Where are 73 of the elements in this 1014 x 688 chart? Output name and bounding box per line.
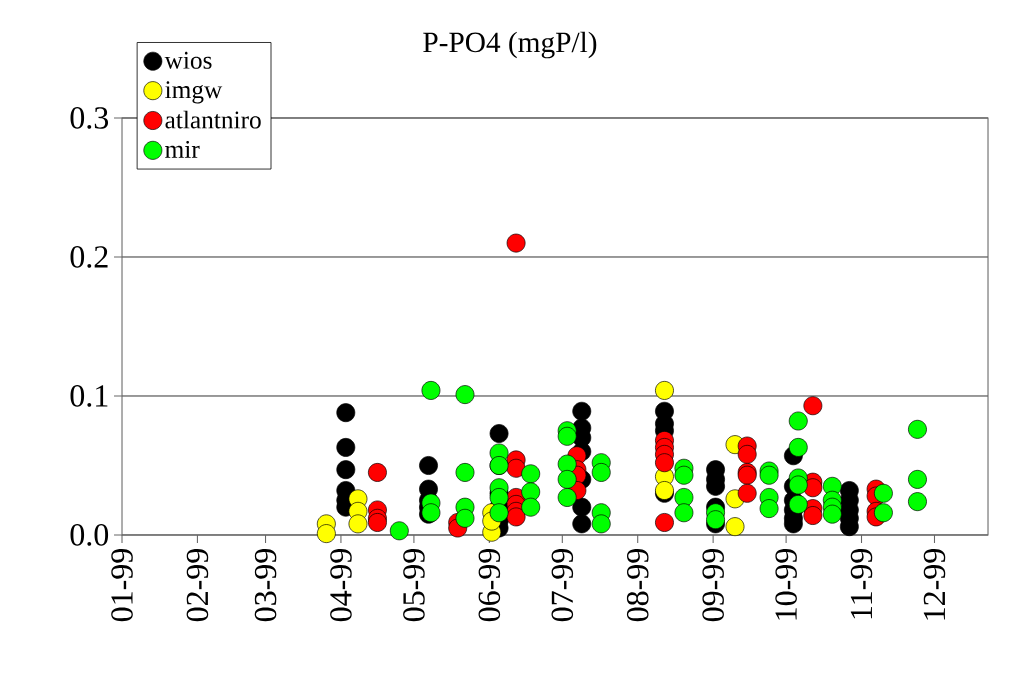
point — [591, 514, 611, 534]
point — [759, 499, 779, 518]
point — [489, 503, 509, 523]
point — [572, 497, 592, 517]
x-tick-label: 03-99 — [254, 549, 277, 622]
point — [803, 396, 823, 416]
y-tick-label: 0.3 — [70, 107, 109, 129]
x-tick-label: 01-99 — [111, 549, 133, 622]
chart-title: P-PO4 (mgP/l) — [423, 31, 597, 59]
point — [908, 419, 927, 439]
legend-label: mir — [165, 140, 200, 158]
point — [788, 411, 808, 431]
x-tick-label: 11-99 — [850, 549, 873, 619]
point — [521, 464, 541, 484]
point — [908, 492, 927, 512]
point — [421, 381, 441, 400]
point — [506, 507, 526, 527]
x-tick-label: 06-99 — [478, 549, 501, 622]
point — [572, 514, 592, 534]
point — [908, 469, 927, 489]
point — [674, 503, 694, 523]
point — [803, 478, 823, 498]
point — [737, 444, 757, 464]
y-tick-label: 0.2 — [70, 246, 108, 268]
point — [655, 513, 674, 532]
point — [557, 488, 577, 507]
point — [788, 495, 808, 514]
point — [455, 463, 475, 482]
point — [655, 381, 674, 400]
point — [822, 504, 842, 524]
point — [389, 521, 409, 541]
x-tick-label: 10-99 — [775, 549, 797, 620]
point — [336, 403, 356, 423]
x-tick-label: 09-99 — [702, 549, 724, 622]
point — [788, 475, 808, 495]
point — [874, 503, 893, 523]
y-tick-label: 0.0 — [70, 524, 109, 546]
point — [521, 497, 541, 517]
point — [368, 463, 387, 482]
x-tick-label: 05-99 — [403, 549, 425, 622]
point — [316, 524, 336, 543]
x-tick-label: 04-99 — [330, 549, 352, 622]
point — [336, 438, 356, 457]
legend-label: atlantniro — [165, 110, 261, 129]
point — [803, 506, 823, 525]
point — [725, 517, 745, 537]
point — [336, 460, 356, 480]
legend-label: wios — [164, 51, 212, 69]
point — [706, 510, 725, 530]
point — [521, 482, 541, 502]
y-tick-label: 0.1 — [70, 385, 108, 407]
point — [874, 483, 893, 503]
point — [674, 465, 694, 485]
x-tick-label: 02-99 — [186, 549, 209, 622]
x-tick-label: 12-99 — [923, 549, 946, 620]
point — [737, 483, 757, 503]
point — [655, 453, 674, 473]
point — [557, 426, 577, 446]
point — [419, 456, 438, 475]
point — [368, 513, 387, 532]
point — [506, 233, 526, 253]
point — [788, 438, 808, 457]
point — [348, 514, 368, 534]
point — [572, 401, 592, 421]
point — [489, 424, 509, 443]
point — [557, 454, 577, 474]
point — [591, 463, 611, 482]
x-tick-label: 08-99 — [626, 549, 649, 622]
x-tick-label: 07-99 — [551, 549, 574, 622]
point — [455, 385, 475, 404]
point — [455, 508, 475, 528]
point — [557, 469, 577, 489]
legend-label: imgw — [165, 81, 223, 104]
